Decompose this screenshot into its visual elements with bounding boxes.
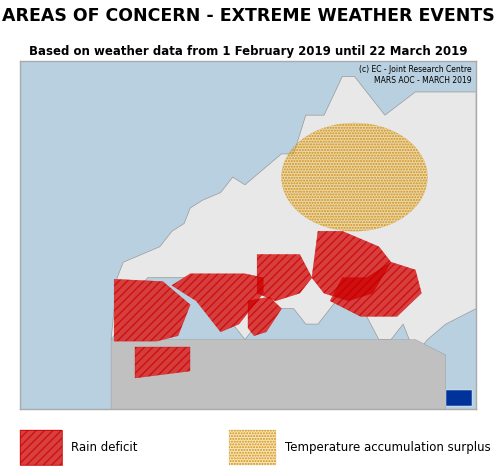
Polygon shape [135,347,190,378]
Polygon shape [330,263,422,317]
Text: (c) EC - Joint Research Centre
MARS AOC - MARCH 2019: (c) EC - Joint Research Centre MARS AOC … [359,65,472,85]
Text: Rain deficit: Rain deficit [71,440,137,453]
Bar [446,390,472,406]
Polygon shape [282,124,428,232]
Bar [229,430,276,466]
Polygon shape [257,255,312,301]
Polygon shape [172,274,263,332]
Polygon shape [312,232,391,301]
Polygon shape [114,279,190,341]
Polygon shape [135,347,190,378]
Text: AREAS OF CONCERN - EXTREME WEATHER EVENTS: AREAS OF CONCERN - EXTREME WEATHER EVENT… [1,7,495,25]
Bar [19,430,62,466]
Text: Temperature accumulation surplus: Temperature accumulation surplus [285,440,491,453]
Bar [229,430,276,466]
Polygon shape [114,279,190,341]
Text: Based on weather data from 1 February 2019 until 22 March 2019: Based on weather data from 1 February 20… [29,45,467,58]
Polygon shape [312,232,391,301]
Polygon shape [248,298,281,336]
Polygon shape [248,298,281,336]
Bar [19,430,62,466]
Polygon shape [330,263,422,317]
Polygon shape [111,340,446,409]
Polygon shape [257,255,312,301]
Polygon shape [172,274,263,332]
Polygon shape [111,77,476,355]
